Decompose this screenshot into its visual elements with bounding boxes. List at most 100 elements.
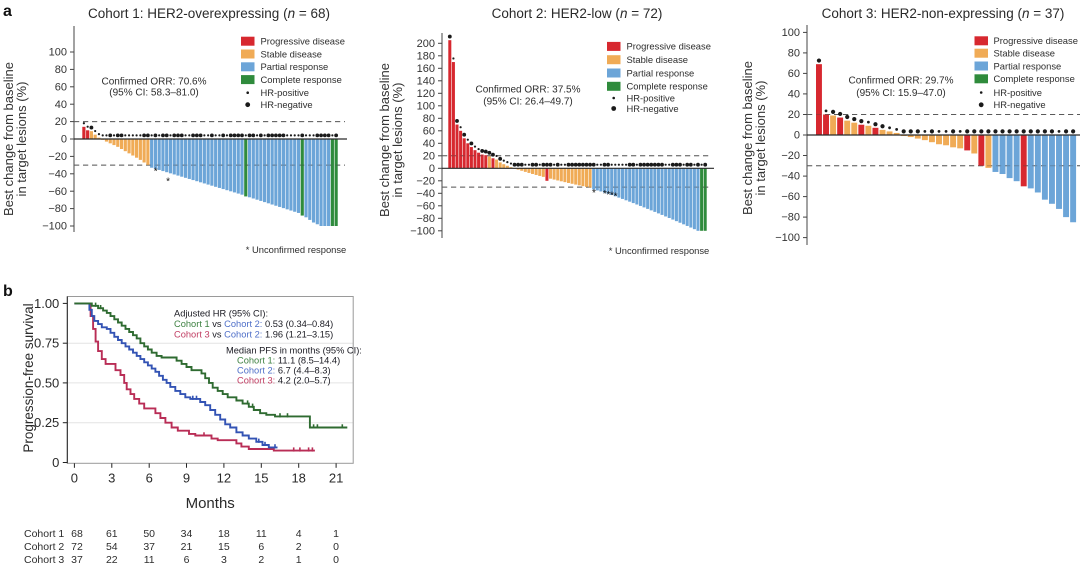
svg-text:2: 2 (258, 554, 264, 563)
svg-text:40: 40 (788, 89, 800, 101)
svg-text:3: 3 (108, 470, 115, 485)
svg-text:Complete response: Complete response (261, 74, 342, 85)
svg-text:140: 140 (417, 75, 435, 87)
svg-text:11: 11 (256, 528, 267, 540)
svg-text:1.00: 1.00 (34, 296, 59, 311)
svg-text:34: 34 (181, 528, 193, 540)
svg-text:6: 6 (258, 541, 264, 553)
svg-text:* Unconfirmed response: * Unconfirmed response (246, 244, 347, 255)
svg-text:Confirmed ORR: 37.5%: Confirmed ORR: 37.5% (475, 85, 580, 96)
svg-text:HR-negative: HR-negative (994, 99, 1046, 110)
svg-text:−80: −80 (416, 213, 435, 225)
svg-text:in target lesions (%): in target lesions (%) (753, 81, 768, 196)
svg-text:Partial response: Partial response (261, 61, 329, 72)
svg-text:72: 72 (71, 541, 83, 553)
svg-text:100: 100 (782, 27, 800, 39)
svg-text:0: 0 (429, 163, 435, 175)
svg-text:100: 100 (49, 47, 67, 59)
svg-text:0: 0 (333, 541, 339, 553)
svg-text:(95% CI: 15.9–47.0): (95% CI: 15.9–47.0) (856, 88, 946, 99)
svg-text:−60: −60 (781, 191, 800, 203)
svg-text:180: 180 (417, 50, 435, 62)
svg-text:40: 40 (55, 99, 67, 111)
svg-text:61: 61 (106, 528, 118, 540)
svg-text:Partial response: Partial response (627, 67, 695, 78)
svg-text:−100: −100 (410, 225, 435, 237)
svg-text:0: 0 (333, 554, 339, 563)
svg-text:Progressive disease: Progressive disease (994, 35, 1078, 46)
svg-text:HR-negative: HR-negative (627, 103, 679, 114)
svg-text:0: 0 (52, 455, 59, 470)
svg-text:Cohort 3: Cohort 3 (24, 554, 64, 563)
svg-text:4: 4 (296, 528, 302, 540)
svg-text:Confirmed ORR: 70.6%: Confirmed ORR: 70.6% (101, 77, 206, 88)
svg-text:Stable disease: Stable disease (994, 48, 1056, 59)
svg-text:60: 60 (423, 125, 435, 137)
svg-text:60: 60 (788, 68, 800, 80)
svg-text:Cohort 1 vs Cohort 2: 0.53 (0.: Cohort 1 vs Cohort 2: 0.53 (0.34–0.84) (174, 319, 333, 329)
svg-text:Best change from baseline: Best change from baseline (740, 61, 755, 215)
svg-text:Cohort 1: Cohort 1 (24, 528, 64, 540)
svg-text:80: 80 (788, 48, 800, 60)
svg-text:−100: −100 (775, 232, 800, 244)
svg-text:a: a (3, 3, 12, 20)
svg-text:* Unconfirmed response: * Unconfirmed response (609, 245, 710, 256)
svg-text:0: 0 (71, 470, 78, 485)
svg-text:−20: −20 (416, 175, 435, 187)
svg-text:21: 21 (329, 470, 343, 485)
svg-text:Months: Months (186, 495, 235, 512)
svg-text:−60: −60 (48, 186, 67, 198)
svg-text:Stable disease: Stable disease (627, 54, 689, 65)
svg-text:11: 11 (144, 554, 155, 563)
svg-text:Best change from baseline: Best change from baseline (377, 63, 392, 217)
svg-text:6: 6 (146, 470, 153, 485)
svg-text:21: 21 (181, 541, 193, 553)
svg-text:Cohort 2: 6.7 (4.4–8.3): Cohort 2: 6.7 (4.4–8.3) (237, 366, 331, 376)
svg-text:12: 12 (217, 470, 231, 485)
svg-text:*: * (603, 189, 607, 200)
svg-text:Adjusted HR (95% CI):: Adjusted HR (95% CI): (174, 309, 268, 319)
svg-text:Cohort 3: 4.2 (2.0–5.7): Cohort 3: 4.2 (2.0–5.7) (237, 376, 331, 386)
svg-text:Cohort 1: HER2-overexpressing: Cohort 1: HER2-overexpressing (n = 68) (88, 6, 330, 21)
svg-text:b: b (3, 283, 13, 300)
svg-text:Confirmed ORR: 29.7%: Confirmed ORR: 29.7% (848, 76, 953, 87)
svg-text:15: 15 (218, 541, 230, 553)
svg-text:60: 60 (55, 81, 67, 93)
svg-text:Progressive disease: Progressive disease (261, 36, 345, 47)
svg-text:2: 2 (296, 541, 302, 553)
svg-text:−60: −60 (416, 200, 435, 212)
svg-text:50: 50 (143, 528, 155, 540)
svg-text:68: 68 (71, 528, 83, 540)
svg-text:Stable disease: Stable disease (261, 48, 323, 59)
svg-text:*: * (606, 190, 610, 201)
svg-text:−40: −40 (416, 188, 435, 200)
svg-text:−40: −40 (48, 168, 67, 180)
svg-text:15: 15 (254, 470, 268, 485)
svg-text:20: 20 (55, 116, 67, 128)
svg-text:HR-positive: HR-positive (994, 87, 1042, 98)
svg-text:200: 200 (417, 38, 435, 50)
svg-text:Complete response: Complete response (627, 81, 708, 92)
svg-text:Partial response: Partial response (994, 60, 1062, 71)
svg-text:0.25: 0.25 (34, 415, 59, 430)
svg-text:−80: −80 (781, 212, 800, 224)
svg-text:−40: −40 (781, 171, 800, 183)
svg-text:37: 37 (143, 541, 155, 553)
svg-text:1: 1 (296, 554, 302, 563)
svg-text:Progression-free survival: Progression-free survival (21, 303, 36, 452)
svg-text:80: 80 (55, 64, 67, 76)
svg-text:−20: −20 (48, 151, 67, 163)
svg-text:(95% CI: 26.4–49.7): (95% CI: 26.4–49.7) (483, 97, 573, 108)
svg-text:0.75: 0.75 (34, 336, 59, 351)
svg-text:−100: −100 (42, 221, 67, 233)
svg-text:−80: −80 (48, 203, 67, 215)
svg-text:Median PFS in months (95% CI):: Median PFS in months (95% CI): (226, 346, 362, 356)
svg-text:18: 18 (218, 528, 230, 540)
svg-text:0.50: 0.50 (34, 375, 59, 390)
svg-text:*: * (614, 191, 618, 202)
svg-text:54: 54 (106, 541, 118, 553)
svg-text:*: * (610, 191, 614, 202)
svg-text:9: 9 (183, 470, 190, 485)
svg-text:Cohort 3: HER2-non-expressing: Cohort 3: HER2-non-expressing (n = 37) (822, 6, 1065, 21)
svg-text:37: 37 (71, 554, 83, 563)
